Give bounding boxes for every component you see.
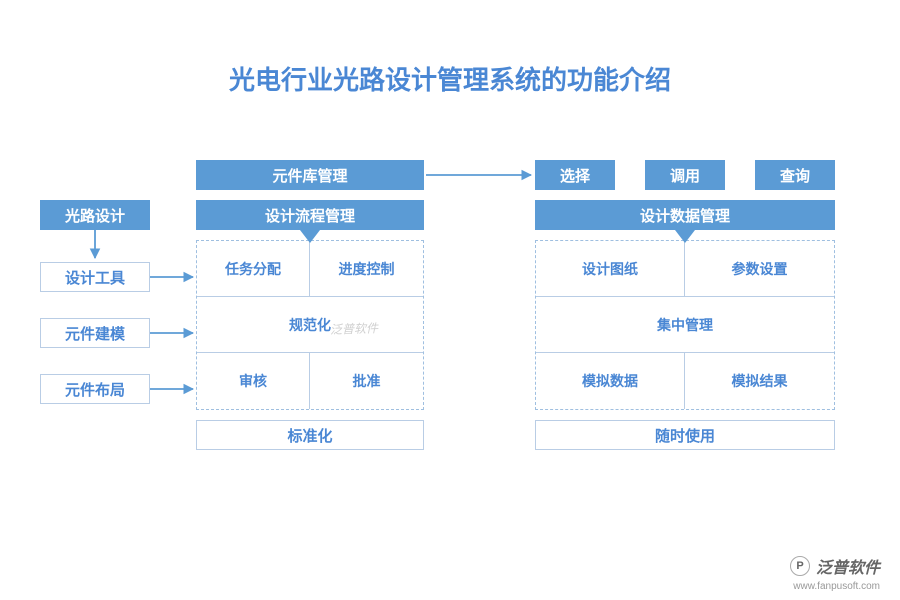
box-action-query: 查询 — [755, 160, 835, 190]
grid-right: 设计图纸 参数设置 集中管理 模拟数据 模拟结果 — [535, 240, 835, 410]
cell-review: 审核 — [197, 353, 310, 409]
cell-progress-ctrl: 进度控制 — [310, 241, 423, 297]
box-action-call: 调用 — [645, 160, 725, 190]
brand-logo: P 泛普软件 — [790, 554, 880, 578]
cell-sim-data: 模拟数据 — [536, 353, 685, 409]
page-title: 光电行业光路设计管理系统的功能介绍 — [0, 60, 900, 97]
cell-centralized: 集中管理 — [536, 297, 834, 353]
cell-task-assign: 任务分配 — [197, 241, 310, 297]
brand-icon: P — [790, 556, 810, 576]
label-anytime-use: 随时使用 — [535, 420, 835, 450]
cell-standardize: 规范化 — [197, 297, 423, 353]
box-optical-design: 光路设计 — [40, 200, 150, 230]
cell-approve: 批准 — [310, 353, 423, 409]
grid-center: 任务分配 进度控制 规范化 审核 批准 — [196, 240, 424, 410]
box-component-layout: 元件布局 — [40, 374, 150, 404]
brand-label: 泛普软件 — [816, 554, 880, 578]
cell-params: 参数设置 — [685, 241, 834, 297]
box-design-tool: 设计工具 — [40, 262, 150, 292]
watermark: 泛普软件 — [330, 319, 379, 338]
label-standardization: 标准化 — [196, 420, 424, 450]
cell-sim-result: 模拟结果 — [685, 353, 834, 409]
box-design-data-mgmt: 设计数据管理 — [535, 200, 835, 230]
box-component-mgmt: 元件库管理 — [196, 160, 424, 190]
box-action-select: 选择 — [535, 160, 615, 190]
cell-drawing: 设计图纸 — [536, 241, 685, 297]
brand-url: www.fanpusoft.com — [793, 581, 880, 592]
box-design-process-mgmt: 设计流程管理 — [196, 200, 424, 230]
box-component-model: 元件建模 — [40, 318, 150, 348]
